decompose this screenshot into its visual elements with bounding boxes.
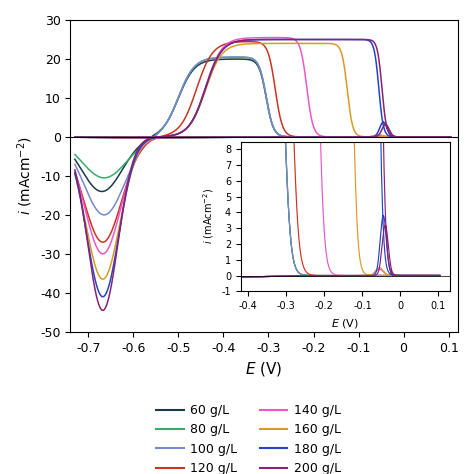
100 g/L — [72, 134, 78, 140]
100 g/L — [251, 56, 256, 62]
200 g/L — [247, 37, 253, 43]
160 g/L — [72, 134, 78, 140]
180 g/L — [72, 170, 78, 176]
Y-axis label: $i$ (mAcm$^{-2}$): $i$ (mAcm$^{-2}$) — [15, 137, 35, 215]
120 g/L — [78, 135, 83, 140]
160 g/L — [72, 172, 78, 177]
120 g/L — [247, 39, 253, 45]
140 g/L — [72, 169, 78, 175]
200 g/L — [356, 36, 362, 42]
100 g/L — [247, 55, 253, 61]
100 g/L — [356, 134, 362, 140]
140 g/L — [255, 35, 260, 41]
140 g/L — [247, 35, 253, 41]
80 g/L — [78, 135, 83, 140]
140 g/L — [356, 134, 362, 140]
60 g/L — [72, 156, 78, 162]
200 g/L — [255, 37, 260, 43]
160 g/L — [356, 133, 362, 138]
200 g/L — [72, 134, 78, 140]
80 g/L — [255, 61, 261, 67]
Line: 140 g/L: 140 g/L — [75, 37, 451, 254]
100 g/L — [101, 212, 107, 218]
120 g/L — [246, 39, 252, 45]
200 g/L — [72, 167, 78, 173]
180 g/L — [100, 294, 106, 300]
140 g/L — [409, 134, 415, 140]
60 g/L — [72, 134, 78, 140]
Line: 80 g/L: 80 g/L — [75, 57, 451, 178]
60 g/L — [255, 63, 261, 68]
200 g/L — [251, 37, 256, 43]
80 g/L — [72, 134, 78, 140]
80 g/L — [247, 55, 253, 61]
60 g/L — [409, 134, 415, 140]
160 g/L — [307, 41, 312, 46]
100 g/L — [409, 134, 415, 140]
200 g/L — [78, 135, 83, 140]
80 g/L — [409, 134, 415, 140]
Legend: 60 g/L, 80 g/L, 100 g/L, 120 g/L, 140 g/L, 160 g/L, 180 g/L, 200 g/L: 60 g/L, 80 g/L, 100 g/L, 120 g/L, 140 g/… — [153, 401, 345, 474]
60 g/L — [247, 57, 253, 63]
80 g/L — [234, 54, 240, 60]
80 g/L — [356, 134, 362, 140]
180 g/L — [255, 37, 260, 43]
200 g/L — [338, 36, 344, 42]
120 g/L — [100, 239, 106, 245]
120 g/L — [251, 39, 256, 45]
120 g/L — [255, 39, 261, 45]
60 g/L — [234, 56, 240, 62]
X-axis label: $E$ (V): $E$ (V) — [245, 360, 283, 378]
100 g/L — [78, 135, 83, 140]
Line: 100 g/L: 100 g/L — [75, 57, 451, 215]
100 g/L — [255, 61, 261, 67]
140 g/L — [72, 134, 78, 140]
140 g/L — [100, 251, 106, 257]
120 g/L — [356, 134, 362, 140]
60 g/L — [99, 189, 105, 194]
200 g/L — [409, 134, 415, 140]
Line: 180 g/L: 180 g/L — [75, 39, 451, 297]
120 g/L — [72, 134, 78, 140]
60 g/L — [356, 134, 362, 140]
160 g/L — [247, 41, 253, 46]
160 g/L — [78, 135, 83, 140]
200 g/L — [100, 308, 106, 313]
140 g/L — [78, 135, 83, 140]
180 g/L — [78, 135, 83, 140]
180 g/L — [336, 36, 342, 42]
100 g/L — [234, 54, 240, 60]
160 g/L — [100, 276, 106, 282]
160 g/L — [251, 41, 256, 46]
60 g/L — [78, 135, 83, 140]
180 g/L — [247, 37, 253, 43]
180 g/L — [356, 36, 362, 42]
Line: 200 g/L: 200 g/L — [75, 39, 451, 310]
160 g/L — [255, 41, 260, 46]
100 g/L — [72, 162, 78, 167]
60 g/L — [251, 58, 256, 64]
140 g/L — [273, 35, 279, 40]
80 g/L — [101, 175, 107, 181]
180 g/L — [72, 134, 78, 140]
180 g/L — [251, 37, 256, 43]
140 g/L — [251, 35, 256, 41]
160 g/L — [409, 134, 415, 140]
120 g/L — [72, 170, 78, 175]
180 g/L — [409, 134, 415, 140]
Line: 120 g/L: 120 g/L — [75, 42, 451, 242]
Line: 160 g/L: 160 g/L — [75, 44, 451, 279]
80 g/L — [72, 152, 78, 157]
120 g/L — [409, 134, 415, 140]
Line: 60 g/L: 60 g/L — [75, 59, 451, 191]
80 g/L — [251, 56, 256, 62]
